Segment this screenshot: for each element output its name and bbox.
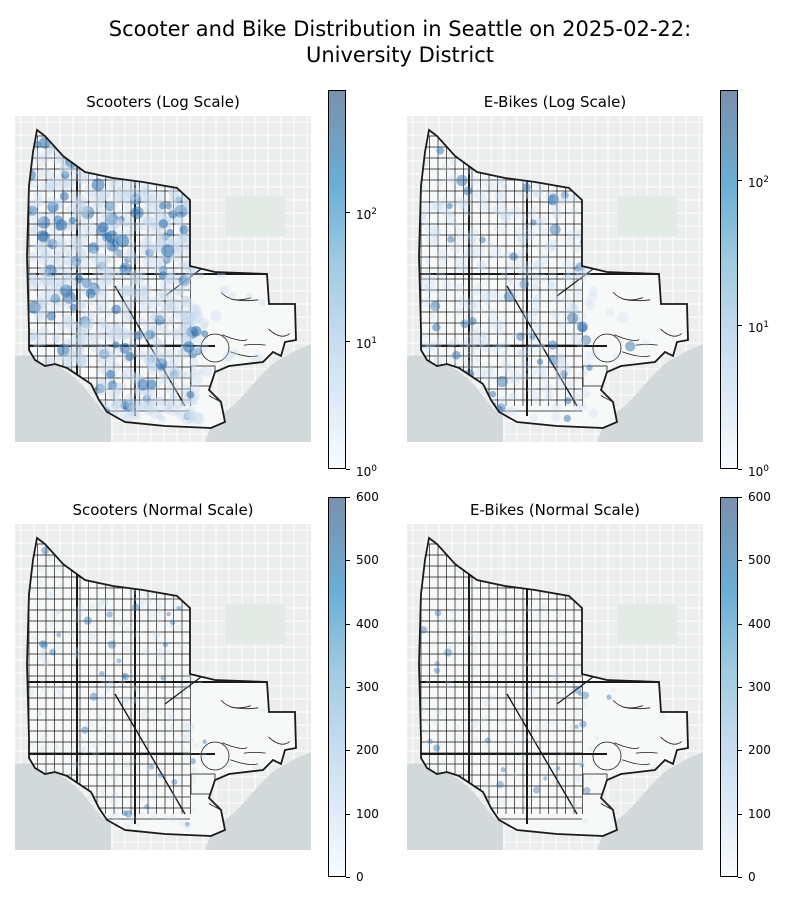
colorbar-tick-label: 600 <box>748 490 771 504</box>
colorbar-tick-label: 200 <box>748 743 771 757</box>
figure-title-line-1: Scooter and Bike Distribution in Seattle… <box>108 17 692 41</box>
panel-title-ebikes-log: E-Bikes (Log Scale) <box>483 93 627 111</box>
colorbar-tick-label: 102 <box>748 175 770 190</box>
colorbar-tick-mark <box>738 469 742 470</box>
colorbar-scooters-log <box>328 90 346 469</box>
colorbar-tick-mark <box>738 877 742 878</box>
colorbar-tick-label: 600 <box>356 490 379 504</box>
colorbar-scooters-normal <box>328 497 346 877</box>
district-boundary <box>418 536 689 837</box>
colorbar-tick-mark <box>346 877 350 878</box>
colorbar-tick-label: 300 <box>748 680 771 694</box>
colorbar-tick-label: 101 <box>748 320 770 335</box>
colorbar-tick-mark <box>738 560 742 561</box>
colorbar-tick-mark <box>738 750 742 751</box>
map-ebikes-normal <box>407 524 703 850</box>
district-boundary <box>26 536 297 837</box>
colorbar-tick-label: 200 <box>356 743 379 757</box>
colorbar-tick-label: 100 <box>748 464 770 479</box>
colorbar-tick-mark <box>346 341 350 342</box>
map-scooters-log <box>15 116 311 442</box>
water-body <box>407 344 703 442</box>
map-ebikes-log <box>407 116 703 442</box>
colorbar-tick-mark <box>738 624 742 625</box>
colorbar-tick-label: 102 <box>356 207 378 222</box>
panel-title-ebikes-normal: E-Bikes (Normal Scale) <box>470 501 640 519</box>
colorbar-tick-mark <box>738 325 742 326</box>
water-body <box>15 344 311 442</box>
park-area <box>225 604 285 644</box>
colorbar-tick-label: 0 <box>748 870 756 884</box>
colorbar-tick-mark <box>738 814 742 815</box>
park-area <box>617 604 677 644</box>
colorbar-tick-label: 500 <box>356 553 379 567</box>
panel-title-scooters-log: Scooters (Log Scale) <box>86 93 240 111</box>
colorbar-tick-label: 400 <box>748 617 771 631</box>
colorbar-tick-label: 0 <box>356 870 364 884</box>
water-body <box>407 752 703 850</box>
figure-title-line-2: University District <box>305 43 495 67</box>
colorbar-ebikes-normal <box>720 497 738 877</box>
park-area <box>617 196 677 236</box>
colorbar-tick-mark <box>346 212 350 213</box>
colorbar-tick-label: 300 <box>356 680 379 694</box>
colorbar-tick-label: 500 <box>748 553 771 567</box>
colorbar-tick-mark <box>738 687 742 688</box>
colorbar-tick-mark <box>346 560 350 561</box>
colorbar-tick-mark <box>738 180 742 181</box>
park-area <box>225 196 285 236</box>
colorbar-tick-label: 400 <box>356 617 379 631</box>
colorbar-tick-mark <box>346 497 350 498</box>
colorbar-tick-mark <box>346 750 350 751</box>
colorbar-tick-label: 100 <box>748 807 771 821</box>
colorbar-tick-label: 101 <box>356 336 378 351</box>
district-boundary <box>418 128 689 429</box>
colorbar-tick-mark <box>346 814 350 815</box>
colorbar-tick-mark <box>346 469 350 470</box>
colorbar-tick-label: 100 <box>356 464 378 479</box>
panel-title-scooters-normal: Scooters (Normal Scale) <box>72 501 254 519</box>
colorbar-tick-mark <box>346 624 350 625</box>
district-boundary <box>26 128 297 429</box>
map-scooters-normal <box>15 524 311 850</box>
colorbar-tick-mark <box>738 497 742 498</box>
colorbar-tick-label: 100 <box>356 807 379 821</box>
colorbar-tick-mark <box>346 687 350 688</box>
water-body <box>15 752 311 850</box>
colorbar-ebikes-log <box>720 90 738 469</box>
